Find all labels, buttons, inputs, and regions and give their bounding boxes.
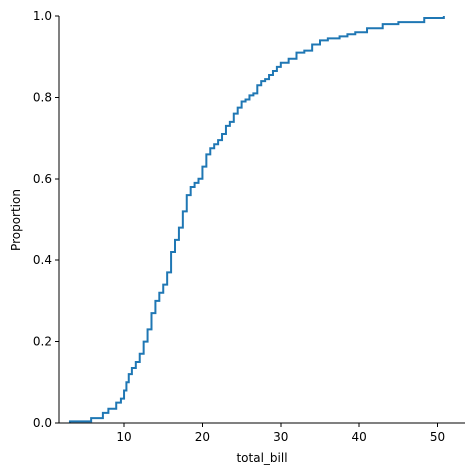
- y-axis-label: Proportion: [9, 189, 23, 251]
- y-tick-label: 0.4: [33, 253, 52, 267]
- ecdf-series-line: [68, 16, 445, 423]
- x-tick-label: 30: [273, 430, 288, 444]
- x-tick-label: 10: [116, 430, 131, 444]
- x-tick-label: 50: [430, 430, 445, 444]
- y-axis-ticks: 0.0 0.2 0.4 0.6 0.8 1.0: [33, 9, 59, 430]
- x-tick-label: 40: [352, 430, 367, 444]
- y-tick-label: 0.6: [33, 172, 52, 186]
- x-axis-label: total_bill: [236, 451, 287, 465]
- y-tick-label: 0.8: [33, 90, 52, 104]
- y-tick-label: 0.2: [33, 335, 52, 349]
- x-tick-label: 20: [195, 430, 210, 444]
- x-axis-ticks: 10 20 30 40 50: [116, 423, 445, 444]
- y-tick-label: 0.0: [33, 416, 52, 430]
- y-tick-label: 1.0: [33, 9, 52, 23]
